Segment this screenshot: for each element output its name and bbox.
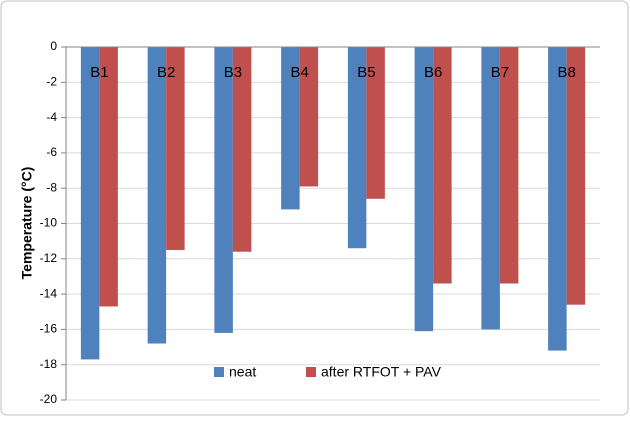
y-tick-label: -4 bbox=[46, 110, 57, 124]
bar bbox=[548, 47, 567, 351]
y-tick-label: -16 bbox=[40, 322, 58, 336]
bar bbox=[147, 47, 167, 344]
category-label: B5 bbox=[357, 64, 375, 81]
legend-label: neat bbox=[229, 364, 256, 380]
bar bbox=[414, 47, 434, 332]
category-label: B3 bbox=[224, 64, 242, 81]
y-tick-label: -18 bbox=[40, 357, 58, 371]
bar bbox=[299, 47, 319, 187]
y-tick-label: -12 bbox=[40, 251, 58, 265]
y-tick-label: -20 bbox=[40, 392, 58, 406]
legend-label: after RTFOT + PAV bbox=[321, 364, 442, 380]
y-tick-label: -6 bbox=[46, 145, 57, 159]
y-tick-label: -8 bbox=[46, 180, 57, 194]
legend-swatch bbox=[306, 367, 316, 377]
category-label: B2 bbox=[157, 64, 175, 81]
bar bbox=[433, 47, 452, 284]
bar bbox=[347, 47, 367, 249]
y-tick-label: -10 bbox=[40, 216, 58, 230]
bar bbox=[481, 47, 500, 330]
category-label: B8 bbox=[557, 64, 575, 81]
y-axis-label: Temperature (°C) bbox=[19, 167, 35, 280]
y-tick-label: -14 bbox=[40, 286, 58, 300]
category-label: B1 bbox=[90, 64, 108, 81]
y-tick-label: 0 bbox=[50, 39, 57, 53]
bar bbox=[566, 47, 586, 305]
bar bbox=[99, 47, 118, 307]
category-label: B7 bbox=[491, 64, 509, 81]
category-label: B4 bbox=[290, 64, 308, 81]
bar bbox=[366, 47, 385, 199]
y-tick-label: -2 bbox=[46, 74, 57, 88]
category-label: B6 bbox=[424, 64, 442, 81]
bar bbox=[214, 47, 233, 333]
bar bbox=[80, 47, 100, 360]
bar bbox=[232, 47, 252, 252]
bar bbox=[281, 47, 300, 210]
bar bbox=[499, 47, 519, 284]
legend-swatch bbox=[214, 367, 224, 377]
bar bbox=[166, 47, 185, 250]
